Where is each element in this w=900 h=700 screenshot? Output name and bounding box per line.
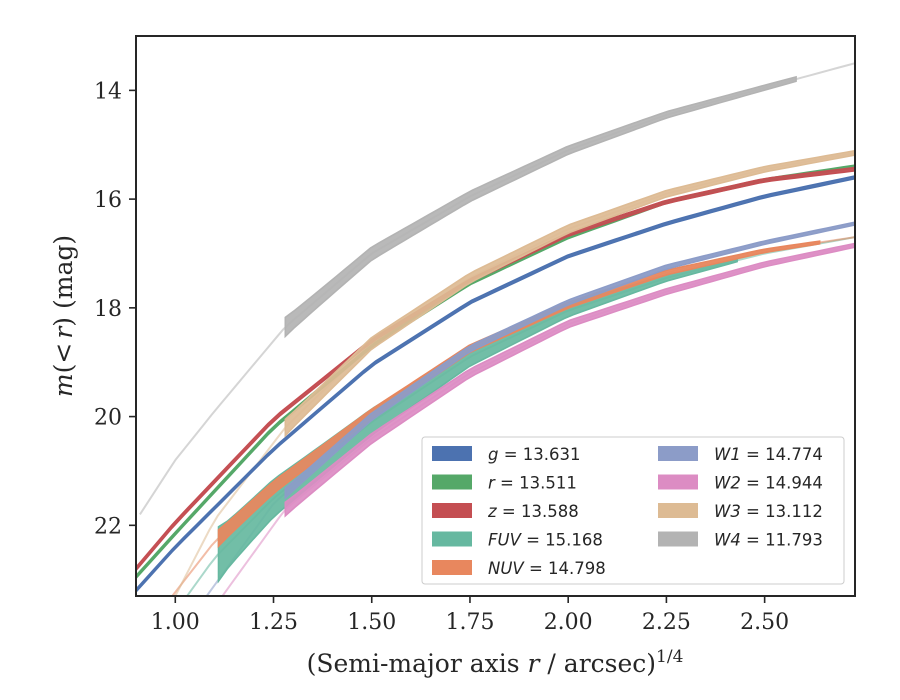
y-tick-label: 20 — [94, 406, 122, 431]
legend-item-nuv: NUV = 14.798 — [432, 559, 606, 578]
legend-swatch — [432, 446, 472, 461]
legend-swatch — [432, 560, 472, 575]
y-tick-label: 18 — [94, 297, 122, 322]
legend: g = 13.631 r = 13.511 z = 13.588 FUV = 15.1… — [421, 436, 845, 585]
legend-item-r: r = 13.511 — [432, 474, 577, 493]
y-tick-label: 14 — [94, 79, 122, 104]
y-tick-label: 22 — [94, 514, 122, 539]
legend-label: W1 = 14.774 — [714, 445, 823, 464]
legend-item-g: g = 13.631 — [432, 445, 581, 464]
series-measured-w2 — [284, 242, 855, 518]
series-measured-w1 — [284, 221, 855, 500]
legend-swatch — [432, 531, 472, 547]
x-tick-label: 1.25 — [249, 610, 298, 635]
series-layer — [136, 62, 855, 596]
legend-label: g = 13.631 — [488, 445, 581, 464]
legend-item-w4: W4 = 11.793 — [658, 531, 823, 550]
legend-item-w2: W2 = 14.944 — [658, 474, 823, 493]
legend-item-w3: W3 = 13.112 — [658, 502, 823, 521]
x-tick-label: 2.00 — [544, 610, 593, 635]
legend-swatch — [432, 474, 472, 490]
y-tick-label: 16 — [94, 188, 122, 213]
y-axis: 14 16 18 20 22 — [94, 79, 136, 539]
x-tick-label: 1.50 — [347, 610, 396, 635]
x-tick-label: 1.75 — [445, 610, 494, 635]
y-axis-label: m(<r) (mag) — [49, 235, 78, 397]
legend-swatch — [658, 531, 698, 547]
legend-label: W2 = 14.944 — [714, 474, 823, 493]
series-measured-w4 — [284, 75, 797, 339]
legend-swatch — [658, 474, 698, 490]
series-measured-g — [136, 175, 855, 594]
x-axis: 1.00 1.25 1.50 1.75 2.00 2.25 2.50 — [151, 596, 789, 635]
legend-entries: g = 13.631 r = 13.511 z = 13.588 FUV = 15.1… — [432, 445, 823, 578]
legend-item-z: z = 13.588 — [432, 502, 579, 521]
series-measured-w3 — [284, 149, 855, 438]
x-tick-label: 2.50 — [740, 610, 789, 635]
legend-item-w1: W1 = 14.774 — [658, 445, 823, 464]
legend-swatch — [658, 503, 698, 518]
x-axis-label: (Semi-major axis r / arcsec)1/4 — [307, 647, 684, 678]
plot-frame — [135, 35, 856, 597]
legend-swatch — [658, 446, 698, 461]
legend-swatch — [432, 503, 472, 518]
legend-label: W3 = 13.112 — [714, 502, 823, 521]
legend-item-fuv: FUV = 15.168 — [432, 531, 603, 550]
x-tick-label: 2.25 — [642, 610, 691, 635]
legend-label: r = 13.511 — [488, 474, 577, 493]
legend-label: z = 13.588 — [487, 502, 579, 521]
x-tick-label: 1.00 — [151, 610, 200, 635]
legend-label: NUV = 14.798 — [488, 559, 606, 578]
legend-label: FUV = 15.168 — [488, 531, 603, 550]
legend-frame — [421, 436, 845, 585]
legend-label: W4 = 11.793 — [714, 531, 823, 550]
